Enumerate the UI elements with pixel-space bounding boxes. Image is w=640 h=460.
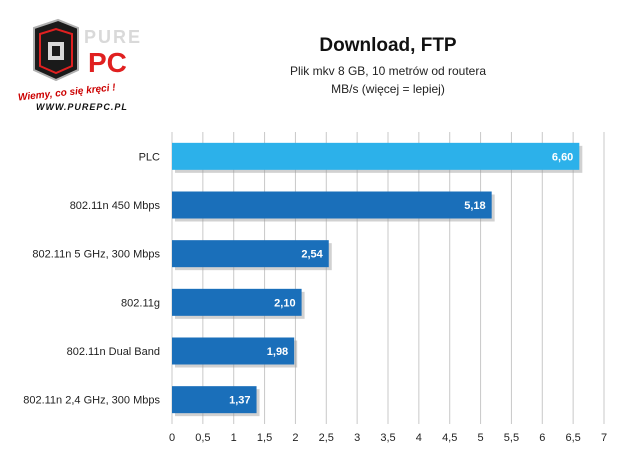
bars: 6,60 5,18 2,54 2,10 1,98 1,37	[172, 142, 583, 417]
x-tick-label: 5,5	[504, 432, 519, 444]
bar-value-label: 1,98	[267, 346, 288, 358]
bar-value-label: 5,18	[464, 200, 485, 212]
logo-url: WWW.PUREPC.PL	[36, 102, 128, 112]
category-label: 802.11n Dual Band	[67, 346, 160, 358]
bar-value-label: 6,60	[552, 151, 573, 163]
category-label: 802.11n 450 Mbps	[70, 200, 161, 212]
logo-cube-icon	[33, 18, 79, 82]
x-tick-label: 4	[416, 432, 422, 444]
x-tick-label: 6,5	[565, 432, 580, 444]
bar	[172, 240, 329, 268]
bar-value-label: 1,37	[229, 395, 250, 407]
x-tick-label: 3	[354, 432, 360, 444]
chart-title: Download, FTP	[319, 35, 457, 56]
x-tick-label: 3,5	[380, 432, 395, 444]
x-tick-label: 5	[478, 432, 484, 444]
category-label: 802.11n 2,4 GHz, 300 Mbps	[23, 395, 160, 407]
bar	[172, 337, 295, 365]
category-label: 802.11n 5 GHz, 300 Mbps	[32, 249, 160, 261]
x-tick-label: 6	[539, 432, 545, 444]
logo-tagline: Wiemy, co się kręci !	[18, 82, 117, 103]
bar	[172, 386, 257, 414]
category-label: PLC	[139, 151, 160, 163]
logo-brand-bottom: PC	[88, 47, 127, 78]
x-tick-label: 1,5	[257, 432, 272, 444]
bar	[172, 191, 492, 219]
bar	[172, 142, 580, 170]
logo-brand-top: PURE	[84, 27, 142, 47]
x-tick-label: 0	[169, 432, 175, 444]
x-tick-label: 4,5	[442, 432, 457, 444]
x-tick-label: 0,5	[195, 432, 210, 444]
category-labels: PLC 802.11n 450 Mbps 802.11n 5 GHz, 300 Mb…	[23, 151, 160, 406]
x-tick-label: 1	[231, 432, 237, 444]
bar-value-label: 2,54	[301, 249, 323, 261]
x-tick-label: 2,5	[319, 432, 334, 444]
chart-subtitle-2: MB/s (więcej = lepiej)	[331, 82, 445, 96]
category-label: 802.11g	[121, 297, 160, 309]
x-tick-labels: 0 0,5 1 1,5 2 2,5 3 3,5 4 4,5 5 5,5 6 6,5 7	[169, 432, 607, 444]
chart-subtitle-1: Plik mkv 8 GB, 10 metrów od routera	[290, 64, 486, 78]
x-tick-label: 2	[292, 432, 298, 444]
bar	[172, 288, 302, 316]
purepc-logo: PURE PC Wiemy, co się kręci ! WWW.PUREPC…	[18, 18, 142, 112]
gridlines	[171, 132, 605, 424]
bar-value-label: 2,10	[274, 297, 295, 309]
x-tick-label: 7	[601, 432, 607, 444]
